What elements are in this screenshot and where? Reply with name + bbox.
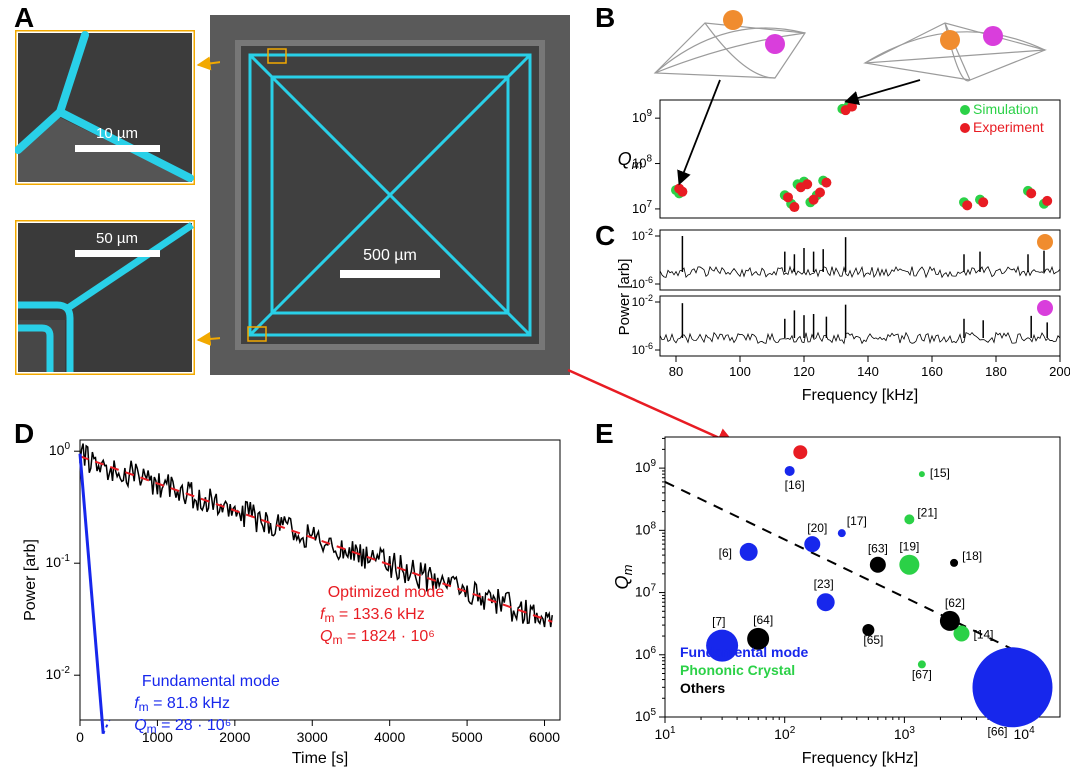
svg-text:[21]: [21]	[917, 505, 937, 519]
svg-text:103: 103	[894, 725, 916, 742]
svg-text:108: 108	[632, 154, 652, 171]
svg-text:160: 160	[921, 364, 943, 379]
svg-text:10-2: 10-2	[632, 293, 653, 309]
sem-inset-top: 10 µm	[15, 30, 195, 185]
svg-text:104: 104	[1014, 725, 1036, 742]
panel-e-plot: 101 102 103 104 105 106 107 108 109 [16] [6] [20] [1…	[635, 437, 1060, 742]
panel-e-xlabel: Frequency [kHz]	[802, 750, 918, 767]
svg-text:10-6: 10-6	[632, 275, 653, 291]
panel-d-plot: 010002000300040005000600010-210-1100Fund…	[46, 440, 561, 745]
svg-text:109: 109	[632, 108, 652, 125]
svg-text:[62]: [62]	[945, 596, 965, 610]
svg-text:[23]: [23]	[814, 577, 834, 591]
svg-text:4000: 4000	[374, 729, 405, 745]
svg-text:108: 108	[635, 520, 657, 537]
svg-text:Phononic Crystal: Phononic Crystal	[680, 662, 795, 678]
svg-text:0: 0	[76, 729, 84, 745]
svg-text:105: 105	[635, 707, 657, 724]
panel-d: 010002000300040005000600010-210-1100Fund…	[15, 425, 575, 770]
svg-text:3000: 3000	[297, 729, 328, 745]
svg-text:Others: Others	[680, 680, 725, 696]
svg-text:[64]: [64]	[753, 613, 773, 627]
sem-main-image: 500 µm	[210, 15, 570, 375]
svg-text:[18]: [18]	[962, 549, 982, 563]
svg-text:[65]: [65]	[863, 633, 883, 647]
svg-text:500 µm: 500 µm	[363, 247, 417, 264]
svg-text:100: 100	[729, 364, 751, 379]
svg-text:10-6: 10-6	[632, 341, 653, 357]
panel-b-plot: Qm 107108109	[618, 100, 1060, 218]
svg-text:[19]: [19]	[899, 540, 919, 554]
svg-text:120: 120	[793, 364, 815, 379]
svg-text:[17]: [17]	[847, 514, 867, 528]
svg-text:106: 106	[635, 645, 657, 662]
svg-text:10-2: 10-2	[632, 227, 653, 243]
svg-text:10 µm: 10 µm	[96, 125, 138, 142]
svg-text:[66]: [66]	[987, 724, 1007, 738]
panel-e-ylabel: Qm	[612, 564, 635, 589]
svg-text:5000: 5000	[452, 729, 483, 745]
panel-d-xlabel: Time [s]	[292, 750, 348, 767]
svg-text:101: 101	[654, 725, 676, 742]
svg-text:140: 140	[857, 364, 879, 379]
svg-text:10-1: 10-1	[46, 553, 71, 570]
mode2-dot-magenta	[983, 26, 1003, 46]
svg-text:102: 102	[774, 725, 796, 742]
panel-c-top-plot: 10-6 10-2	[632, 227, 1060, 291]
svg-text:10-2: 10-2	[46, 665, 71, 682]
svg-text:Simulation: Simulation	[973, 101, 1038, 117]
svg-text:[15]: [15]	[930, 466, 950, 480]
svg-text:200: 200	[1049, 364, 1070, 379]
svg-text:[20]: [20]	[807, 521, 827, 535]
svg-text:[63]: [63]	[868, 542, 888, 556]
figure-root: A B C D E 500 µm	[0, 0, 1080, 775]
svg-text:[67]: [67]	[912, 667, 932, 681]
svg-text:6000: 6000	[529, 729, 560, 745]
svg-text:[14]: [14]	[974, 627, 994, 641]
panel-d-ylabel: Power [arb]	[22, 539, 39, 621]
mode2-dot-orange	[940, 30, 960, 50]
svg-text:Fundamental mode: Fundamental mode	[680, 644, 809, 660]
panel-letter-b: B	[595, 2, 615, 34]
svg-text:[6]: [6]	[719, 546, 732, 560]
panel-b: Qm 107108109 Simulation Experiment	[615, 8, 1070, 223]
svg-text:109: 109	[635, 458, 657, 475]
panel-c-xlabel: Frequency [kHz]	[802, 387, 918, 404]
svg-text:Experiment: Experiment	[973, 119, 1044, 135]
svg-text:107: 107	[632, 199, 652, 216]
panel-e: 101 102 103 104 105 106 107 108 109 [16] [6] [20] [1…	[610, 425, 1075, 770]
panel-c: 10-6 10-2 10-6 10-2 80 100 120 140 160 180 200 Po…	[615, 222, 1070, 407]
panel-letter-c: C	[595, 220, 615, 252]
sem-inset-bottom: 50 µm	[15, 220, 195, 375]
svg-text:100: 100	[49, 441, 71, 458]
svg-text:[16]: [16]	[785, 478, 805, 492]
panel-c-bottom-plot: 10-6 10-2 80 100 120 140 160 180 200	[632, 293, 1070, 379]
svg-text:180: 180	[985, 364, 1007, 379]
mode1-dot-magenta	[765, 34, 785, 54]
mode1-dot-orange	[723, 10, 743, 30]
panel-c-ylabel: Power [arb]	[616, 259, 633, 336]
svg-text:107: 107	[635, 583, 657, 600]
svg-text:[7]: [7]	[712, 615, 725, 629]
svg-text:50 µm: 50 µm	[96, 230, 138, 247]
svg-text:80: 80	[669, 364, 683, 379]
